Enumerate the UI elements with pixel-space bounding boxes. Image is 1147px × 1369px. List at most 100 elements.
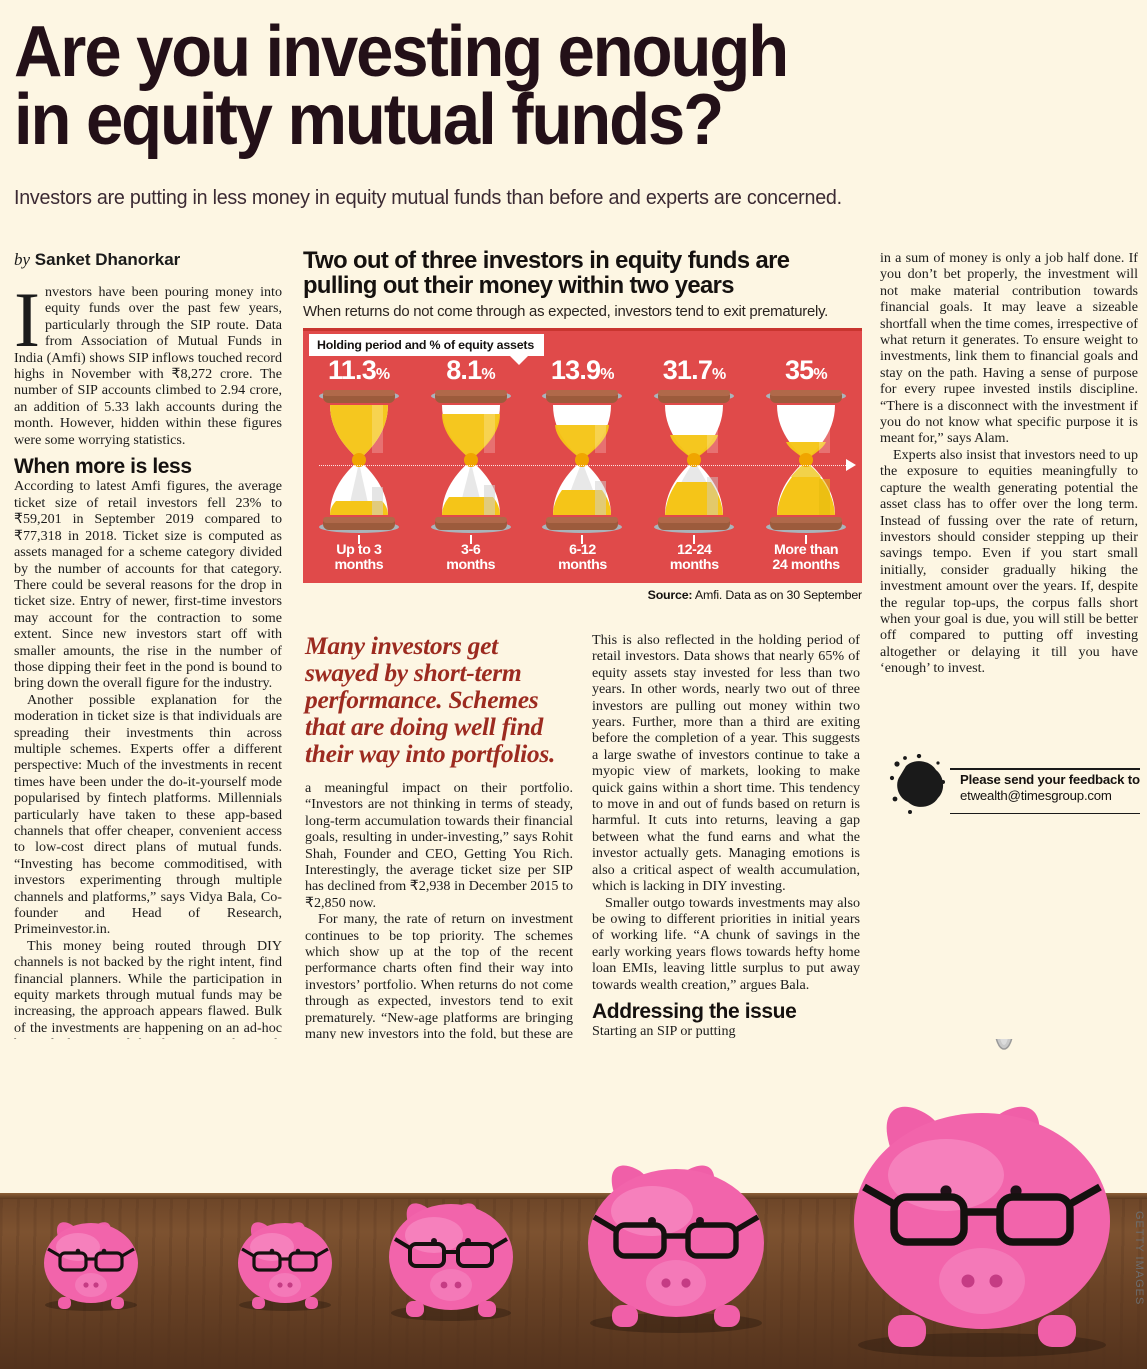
chart-source-label: Source: (647, 588, 693, 602)
drop-cap: I (14, 276, 40, 363)
ink-blot-icon (888, 753, 952, 816)
chart-category-4-line-2: 24 months (772, 557, 840, 573)
section-heading-addressing-the-issue: Addressing the issue (592, 999, 797, 1023)
chart-category-0-line-1: Up to 3 (336, 542, 382, 558)
chart-panel: Holding period and % of equity assets 11… (303, 328, 862, 583)
chart-category-3-line-1: 12-24 (677, 542, 712, 558)
feedback-rule-bottom (950, 812, 1140, 814)
chart-category-0: Up to 3 months (303, 543, 415, 573)
chart-category-1-line-1: 3-6 (461, 542, 481, 558)
chart-category-0-line-2: months (334, 557, 384, 573)
chart-holding-period: Two out of three investors in equity fun… (303, 248, 862, 602)
chart-value-unit-3: % (712, 366, 726, 383)
headline-line-1: Are you investing enough (14, 12, 789, 92)
chart-category-2-line-2: months (558, 557, 607, 573)
chart-value-number-3: 31.7 (662, 355, 713, 385)
chart-axis-line (319, 465, 848, 466)
chart-value-number-4: 35 (784, 355, 814, 385)
paragraph-7: Smaller outgo towards investments may al… (592, 894, 860, 993)
chart-subtitle: When returns do not come through as expe… (303, 303, 829, 320)
paragraph-8: Starting an SIP or putting (592, 1023, 736, 1040)
chart-category-1-line-2: months (446, 557, 496, 573)
chart-source: Source: Amfi. Data as on 30 September (303, 588, 863, 602)
hourglass-icon-1 (428, 387, 514, 535)
article-column-4: in a sum of money is only a job half don… (880, 250, 1138, 677)
chart-bar-2: 13.9% (527, 357, 639, 586)
chart-source-text: Amfi. Data as on 30 September (692, 588, 862, 602)
paragraph-4: a meaningful impact on their portfolio. … (305, 780, 573, 911)
chart-tick-3 (693, 535, 696, 544)
hourglass-icon-4 (763, 387, 849, 535)
chart-title: Two out of three investors in equity fun… (303, 248, 845, 298)
section-heading-when-more-is-less: When more is less (14, 455, 192, 479)
hourglass-icon-2 (539, 387, 625, 535)
chart-value-0: 11.3% (303, 357, 415, 384)
byline: by Sanket Dhanorkar (14, 250, 282, 270)
headline-line-2: in equity mutual funds? (14, 80, 724, 161)
chart-bar-1: 8.1% (415, 357, 527, 586)
chart-tick-1 (469, 535, 472, 544)
chart-value-3: 31.7% (638, 357, 750, 384)
chart-bar-0: 11.3% (303, 357, 415, 586)
feedback-box: Please send your feedback to etwealth@ti… (888, 753, 1140, 818)
chart-category-2-line-1: 6-12 (569, 542, 596, 558)
chart-tick-0 (357, 535, 360, 544)
piggy-bank-icon-1 (28, 1201, 154, 1313)
article-column-2: Many investors get swayed by short-term … (305, 632, 573, 1092)
feedback-text: Please send your feedback to etwealth@ti… (960, 772, 1140, 804)
byline-prefix: by (14, 250, 31, 269)
feedback-line-2[interactable]: etwealth@timesgroup.com (960, 788, 1112, 803)
chart-category-1: 3-6 months (415, 543, 527, 573)
paragraph-9: in a sum of money is only a job half don… (880, 250, 1138, 447)
paragraph-2: Another possible explanation for the mod… (14, 691, 282, 938)
pull-quote: Many investors get swayed by short-term … (305, 631, 556, 768)
chart-value-unit-4: % (813, 366, 828, 383)
piggy-bank-icon-4 (558, 1129, 794, 1335)
chart-bar-3: 31.7% (638, 357, 750, 586)
article-body-3: This is also reflected in the holding pe… (592, 632, 860, 1040)
paragraph-1: According to latest Amfi figures, the av… (14, 478, 282, 692)
photo-piggy-banks: GETTY IMAGES (0, 1039, 1147, 1369)
paragraph-intro-text: nvestors have been pouring money into eq… (14, 284, 282, 448)
hourglass-row: 11.3% (303, 357, 862, 586)
chart-value-2: 13.9% (527, 357, 639, 384)
chart-category-4-line-1: More than (773, 542, 839, 558)
paragraph-6: This is also reflected in the holding pe… (592, 632, 860, 895)
hourglass-icon-3 (651, 387, 737, 535)
byline-author: Sanket Dhanorkar (34, 250, 181, 269)
headline-subhead: Investors are putting in less money in e… (14, 186, 842, 209)
chart-title-line-1: Two out of three investors in equity fun… (303, 247, 790, 274)
paragraph-10: Experts also insist that investors need … (880, 446, 1138, 677)
chart-category-2: 6-12 months (527, 543, 639, 573)
chart-tick-4 (805, 535, 808, 544)
piggy-bank-icon-2 (222, 1201, 348, 1313)
chart-tick-2 (581, 535, 584, 544)
photo-credit: GETTY IMAGES (1133, 1210, 1145, 1305)
piggy-bank-icon-3 (368, 1175, 534, 1323)
chart-value-number-2: 13.9 (550, 355, 601, 385)
feedback-line-1: Please send your feedback to (960, 772, 1140, 787)
article-column-3: This is also reflected in the holding pe… (592, 632, 860, 1040)
chart-legend: Holding period and % of equity assets (309, 334, 545, 365)
chart-value-unit-0: % (375, 366, 390, 383)
chart-value-4: 35% (750, 357, 862, 384)
chart-value-number-0: 11.3 (328, 355, 377, 385)
chart-value-unit-1: % (481, 366, 496, 383)
chart-bar-4: 35% (750, 357, 862, 586)
chart-value-1: 8.1% (415, 357, 527, 384)
hand-with-coin-icon (900, 1039, 1147, 1107)
chart-value-number-1: 8.1 (446, 355, 482, 385)
chart-category-4: More than 24 months (750, 543, 862, 573)
hourglass-icon-0 (316, 387, 402, 535)
piggy-bank-icon-5 (812, 1059, 1147, 1359)
chart-category-3-line-2: months (669, 557, 719, 573)
chart-title-line-2: pulling out their money within two years (303, 272, 735, 299)
article-body-4: in a sum of money is only a job half don… (880, 250, 1138, 677)
chart-axis-arrow-icon (846, 459, 856, 471)
chart-category-3: 12-24 months (638, 543, 750, 573)
chart-value-unit-2: % (600, 366, 615, 383)
page-title: Are you investing enough in equity mutua… (14, 16, 1037, 161)
